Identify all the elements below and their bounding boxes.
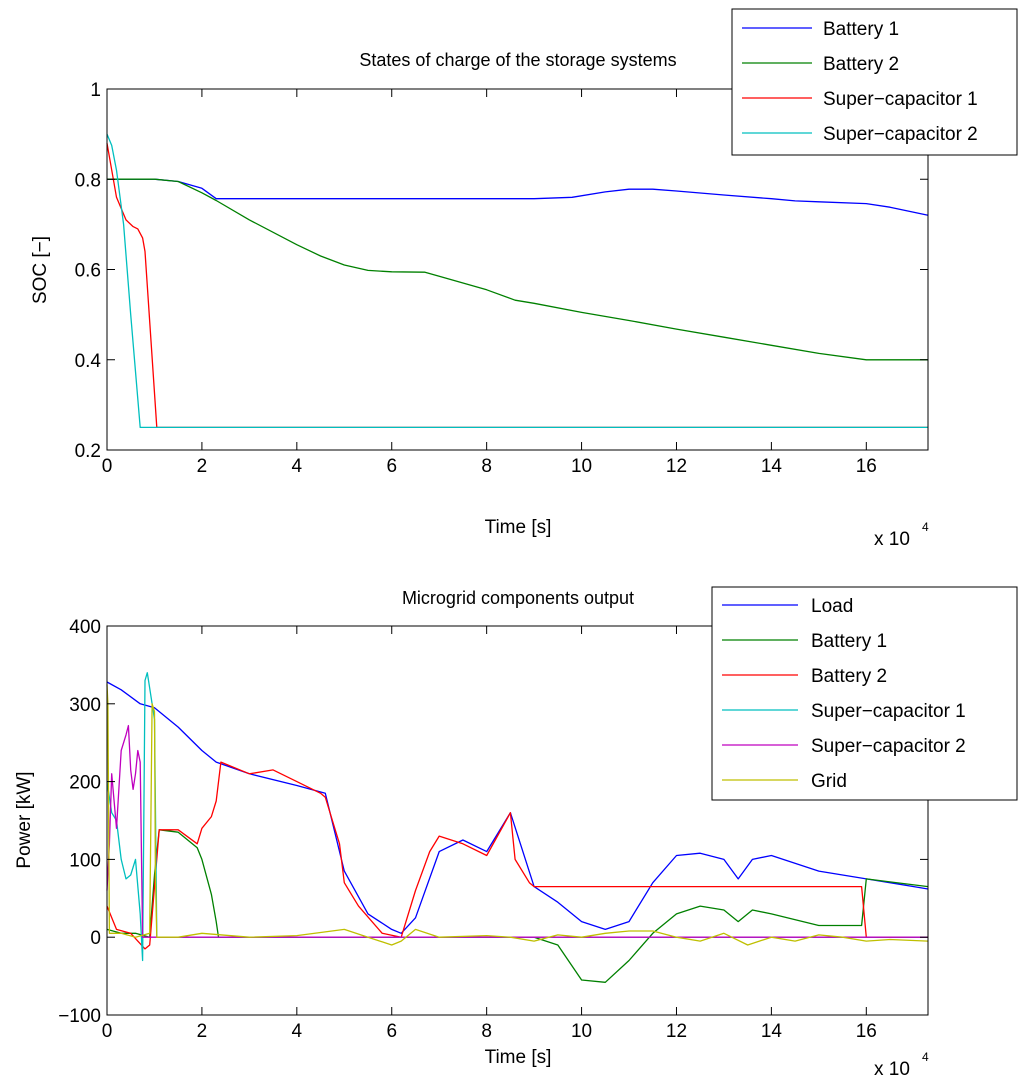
power-axes-box <box>106 625 929 1016</box>
soc-legend-box <box>731 8 1018 156</box>
power-legend-label-battery-1: Battery 1 <box>811 631 887 652</box>
power-x-exponent-base: x 10 <box>874 1059 910 1080</box>
soc-legend: Battery 1 Battery 2 Super−capacitor 1 Super… <box>731 8 1018 156</box>
soc-x-tick-label: 0 <box>102 456 113 477</box>
power-y-tick-label: 200 <box>69 773 101 794</box>
soc-chart: States of charge of the storage systems … <box>30 8 1018 550</box>
soc-x-tick-label: 14 <box>761 456 783 477</box>
power-x-tick-label: 8 <box>481 1021 492 1042</box>
soc-x-tick-label: 8 <box>481 456 492 477</box>
power-legend-label-battery-2: Battery 2 <box>811 666 887 687</box>
power-x-exponent: x 10 4 <box>874 1050 929 1080</box>
soc-legend-label-battery-2: Battery 2 <box>823 54 899 75</box>
soc-y-axis-label: SOC [−] <box>30 236 51 304</box>
power-series-line-super-capacitor-2 <box>106 724 928 938</box>
power-series-line-super-capacitor-1 <box>106 672 928 962</box>
power-chart: Microgrid components output 0 2 4 6 8 10 12 14 1… <box>14 586 1018 1080</box>
power-chart-title: Microgrid components output <box>402 588 634 608</box>
soc-series-line-battery-2 <box>107 178 928 361</box>
soc-x-exponent-base: x 10 <box>874 529 910 550</box>
power-y-tick-label: 0 <box>90 928 101 949</box>
power-series-group <box>106 672 929 983</box>
power-legend-box <box>711 586 1018 801</box>
soc-y-tick-label: 0.4 <box>75 351 102 372</box>
power-legend-label-super-capacitor-1: Super−capacitor 1 <box>811 701 966 722</box>
power-y-ticks: −100 0 100 200 300 400 <box>58 617 928 1027</box>
soc-x-tick-label: 6 <box>386 456 397 477</box>
power-y-tick-label: −100 <box>58 1006 101 1027</box>
soc-y-tick-label: 0.2 <box>75 441 101 462</box>
soc-x-exponent: x 10 4 <box>874 520 929 550</box>
power-legend-label-load: Load <box>811 596 853 617</box>
soc-legend-label-super-capacitor-2: Super−capacitor 2 <box>823 124 978 145</box>
soc-chart-title: States of charge of the storage systems <box>359 50 676 70</box>
soc-y-tick-label: 0.6 <box>75 261 101 282</box>
power-x-tick-label: 12 <box>666 1021 687 1042</box>
soc-legend-label-battery-1: Battery 1 <box>823 19 899 40</box>
power-legend-label-super-capacitor-2: Super−capacitor 2 <box>811 736 966 757</box>
power-x-tick-label: 14 <box>761 1021 783 1042</box>
soc-series-line-super-capacitor-1 <box>106 143 928 429</box>
power-x-tick-label: 2 <box>197 1021 208 1042</box>
power-x-ticks: 0 2 4 6 8 10 12 14 16 <box>102 626 877 1042</box>
soc-series-group <box>106 133 929 429</box>
soc-x-tick-label: 12 <box>666 456 687 477</box>
power-x-tick-label: 0 <box>102 1021 113 1042</box>
soc-x-tick-label: 16 <box>856 456 877 477</box>
power-legend-items: Load Battery 1 Battery 2 Super−capacitor 1 S… <box>722 596 966 792</box>
soc-x-tick-label: 4 <box>292 456 303 477</box>
soc-series-line-super-capacitor-2 <box>106 133 928 429</box>
power-x-tick-label: 16 <box>856 1021 877 1042</box>
soc-legend-label-super-capacitor-1: Super−capacitor 1 <box>823 89 978 110</box>
soc-x-axis-label: Time [s] <box>485 517 552 538</box>
power-y-axis-label: Power [kW] <box>14 771 35 868</box>
power-x-axis-label: Time [s] <box>485 1047 552 1068</box>
soc-y-tick-label: 1 <box>90 80 101 101</box>
power-y-tick-label: 100 <box>69 850 101 871</box>
power-x-exponent-power: 4 <box>922 1050 929 1064</box>
power-series-line-load <box>106 681 929 934</box>
soc-y-tick-label: 0.8 <box>75 170 101 191</box>
soc-legend-items: Battery 1 Battery 2 Super−capacitor 1 Super… <box>742 19 978 145</box>
soc-y-ticks: 0.2 0.4 0.6 0.8 1 <box>75 80 928 462</box>
soc-x-tick-label: 10 <box>571 456 592 477</box>
power-y-tick-label: 300 <box>69 695 101 716</box>
power-series-line-battery-2 <box>106 761 928 950</box>
power-legend: Load Battery 1 Battery 2 Super−capacitor 1 S… <box>711 586 1018 801</box>
soc-x-exponent-power: 4 <box>922 520 929 534</box>
power-legend-label-grid: Grid <box>811 771 847 792</box>
soc-x-ticks: 0 2 4 6 8 10 12 14 16 <box>102 89 877 477</box>
power-y-tick-label: 400 <box>69 617 101 638</box>
power-x-tick-label: 4 <box>292 1021 303 1042</box>
power-x-tick-label: 6 <box>386 1021 397 1042</box>
power-x-tick-label: 10 <box>571 1021 592 1042</box>
soc-x-tick-label: 2 <box>197 456 208 477</box>
power-series-line-grid <box>106 684 929 946</box>
